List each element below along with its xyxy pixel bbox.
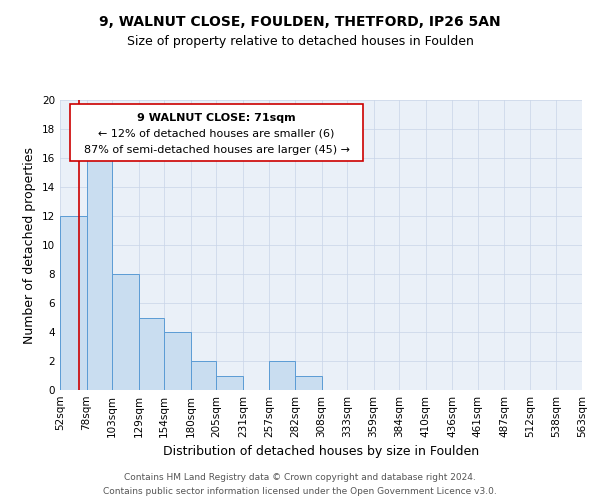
FancyBboxPatch shape (70, 104, 363, 161)
Text: ← 12% of detached houses are smaller (6): ← 12% of detached houses are smaller (6) (98, 129, 335, 139)
Text: 87% of semi-detached houses are larger (45) →: 87% of semi-detached houses are larger (… (83, 144, 350, 154)
Text: Contains HM Land Registry data © Crown copyright and database right 2024.: Contains HM Land Registry data © Crown c… (124, 473, 476, 482)
Text: 9, WALNUT CLOSE, FOULDEN, THETFORD, IP26 5AN: 9, WALNUT CLOSE, FOULDEN, THETFORD, IP26… (99, 15, 501, 29)
Y-axis label: Number of detached properties: Number of detached properties (23, 146, 37, 344)
Bar (164, 332, 191, 390)
Bar (216, 376, 243, 390)
Bar (139, 318, 164, 390)
Bar (112, 274, 139, 390)
Text: 9 WALNUT CLOSE: 71sqm: 9 WALNUT CLOSE: 71sqm (137, 114, 296, 124)
X-axis label: Distribution of detached houses by size in Foulden: Distribution of detached houses by size … (163, 446, 479, 458)
Bar (60, 216, 86, 390)
Text: Contains public sector information licensed under the Open Government Licence v3: Contains public sector information licen… (103, 486, 497, 496)
Bar (295, 376, 322, 390)
Bar (191, 361, 216, 390)
Bar (269, 361, 295, 390)
Bar (86, 158, 112, 390)
Text: Size of property relative to detached houses in Foulden: Size of property relative to detached ho… (127, 35, 473, 48)
